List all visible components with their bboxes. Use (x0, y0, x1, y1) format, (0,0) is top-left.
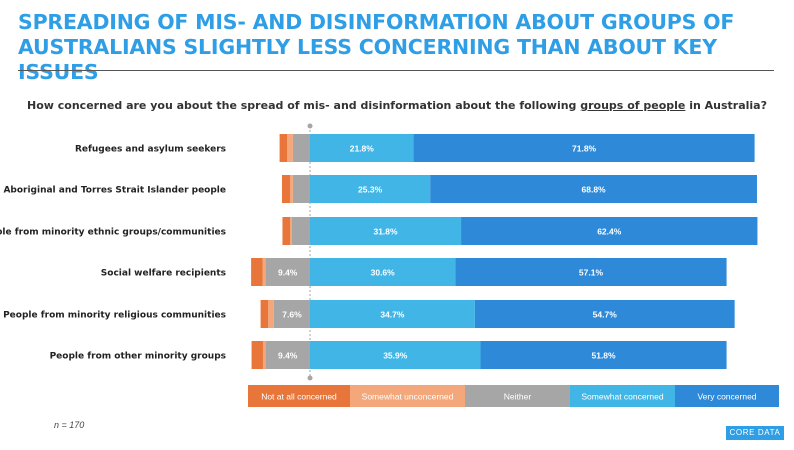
legend-swatch-neither (465, 385, 570, 407)
bar-very-concerned-refugees-and-asylum-seekers (413, 134, 755, 162)
question-underlined: groups of people (580, 99, 686, 112)
legend-label-somewhat-concerned: Somewhat concerned (581, 392, 663, 402)
bar-somewhat-unconcerned-people-from-minority-religious-communities (268, 300, 274, 328)
category-label-social-welfare-recipients: Social welfare recipients (101, 269, 226, 279)
data-label-somewhat-concerned-refugees-and-asylum-seekers: 21.8% (350, 144, 375, 154)
data-label-very-concerned-refugees-and-asylum-seekers: 71.8% (572, 144, 597, 154)
category-label-people-from-minority-ethnic-groups-communities: People from minority ethnic groups/commu… (0, 228, 226, 238)
bar-very-concerned-people-from-minority-ethnic-groups-communities (461, 217, 758, 245)
chart-title: SPREADING OF MIS- AND DISINFORMATION ABO… (18, 10, 778, 85)
legend-swatch-somewhat-concerned (570, 385, 675, 407)
bar-somewhat-unconcerned-aboriginal-and-torres-strait-islander-people (290, 175, 293, 203)
bar-very-concerned-people-from-minority-religious-communities (474, 300, 735, 328)
data-label-very-concerned-aboriginal-and-torres-strait-islander-people: 68.8% (582, 185, 607, 195)
bar-somewhat-concerned-people-from-other-minority-groups (310, 341, 481, 369)
bar-not-at-all-concerned-social-welfare-recipients (251, 258, 263, 286)
center-line-bottom-marker (307, 375, 313, 381)
legend-swatch-very-concerned (675, 385, 779, 407)
core-data-logo: CORE DATA (726, 426, 784, 440)
title-underline (18, 70, 774, 71)
legend-label-neither: Neither (504, 392, 532, 402)
title-line-1: SPREADING OF MIS- AND DISINFORMATION ABO… (18, 10, 735, 34)
legend-label-not-at-all-concerned: Not at all concerned (261, 392, 337, 402)
legend-label-somewhat-unconcerned: Somewhat unconcerned (362, 392, 454, 402)
category-label-aboriginal-and-torres-strait-islander-people: Aboriginal and Torres Strait Islander pe… (3, 186, 226, 196)
sample-size-note: n = 170 (54, 420, 85, 430)
data-label-somewhat-concerned-people-from-other-minority-groups: 35.9% (383, 351, 408, 361)
data-label-very-concerned-people-from-minority-religious-communities: 54.7% (593, 310, 618, 320)
category-label-people-from-minority-religious-communities: People from minority religious communiti… (3, 311, 226, 321)
category-label-refugees-and-asylum-seekers: Refugees and asylum seekers (75, 145, 226, 155)
legend-label-very-concerned: Very concerned (697, 392, 756, 402)
bar-not-at-all-concerned-aboriginal-and-torres-strait-islander-people (281, 175, 291, 203)
data-label-somewhat-concerned-social-welfare-recipients: 30.6% (371, 268, 396, 278)
center-line-top-marker (307, 123, 313, 129)
question-after: in Australia? (685, 99, 767, 112)
data-label-somewhat-concerned-people-from-minority-religious-communities: 34.7% (380, 310, 405, 320)
bar-somewhat-concerned-aboriginal-and-torres-strait-islander-people (310, 175, 431, 203)
bar-not-at-all-concerned-people-from-other-minority-groups (251, 341, 263, 369)
data-label-neither-social-welfare-recipients: 9.4% (278, 268, 298, 278)
bar-somewhat-concerned-refugees-and-asylum-seekers (310, 134, 414, 162)
bar-neither-aboriginal-and-torres-strait-islander-people (292, 175, 310, 203)
bar-somewhat-unconcerned-people-from-other-minority-groups (262, 341, 266, 369)
bar-very-concerned-aboriginal-and-torres-strait-islander-people (430, 175, 757, 203)
data-label-neither-people-from-minority-religious-communities: 7.6% (282, 310, 302, 320)
bar-not-at-all-concerned-people-from-minority-ethnic-groups-communities (282, 217, 291, 245)
bar-not-at-all-concerned-refugees-and-asylum-seekers (279, 134, 288, 162)
bar-neither-social-welfare-recipients (265, 258, 310, 286)
data-label-somewhat-concerned-people-from-minority-ethnic-groups-communities: 31.8% (373, 227, 398, 237)
bar-very-concerned-social-welfare-recipients (455, 258, 727, 286)
bar-somewhat-concerned-social-welfare-recipients (310, 258, 456, 286)
data-label-very-concerned-social-welfare-recipients: 57.1% (579, 268, 604, 278)
bar-neither-people-from-other-minority-groups (265, 341, 310, 369)
legend-swatch-not-at-all-concerned (248, 385, 350, 407)
bar-neither-refugees-and-asylum-seekers (292, 134, 310, 162)
bar-somewhat-concerned-people-from-minority-religious-communities (310, 300, 475, 328)
bar-somewhat-unconcerned-people-from-minority-ethnic-groups-communities (290, 217, 292, 245)
bar-very-concerned-people-from-other-minority-groups (480, 341, 727, 369)
bar-not-at-all-concerned-people-from-minority-religious-communities (260, 300, 269, 328)
legend-swatch-somewhat-unconcerned (350, 385, 465, 407)
bar-somewhat-unconcerned-social-welfare-recipients (262, 258, 266, 286)
title-line-2: AUSTRALIANS SLIGHTLY LESS CONCERNING THA… (18, 35, 717, 84)
bar-somewhat-concerned-people-from-minority-ethnic-groups-communities (310, 217, 462, 245)
data-label-very-concerned-people-from-minority-ethnic-groups-communities: 62.4% (597, 227, 622, 237)
question-text: How concerned are you about the spread o… (0, 99, 794, 112)
data-label-neither-people-from-other-minority-groups: 9.4% (278, 351, 298, 361)
question-before: How concerned are you about the spread o… (27, 99, 581, 112)
bar-neither-people-from-minority-religious-communities (273, 300, 310, 328)
bar-somewhat-unconcerned-refugees-and-asylum-seekers (287, 134, 293, 162)
category-label-people-from-other-minority-groups: People from other minority groups (50, 352, 226, 362)
bar-neither-people-from-minority-ethnic-groups-communities (291, 217, 310, 245)
data-label-somewhat-concerned-aboriginal-and-torres-strait-islander-people: 25.3% (358, 185, 383, 195)
data-label-very-concerned-people-from-other-minority-groups: 51.8% (591, 351, 616, 361)
